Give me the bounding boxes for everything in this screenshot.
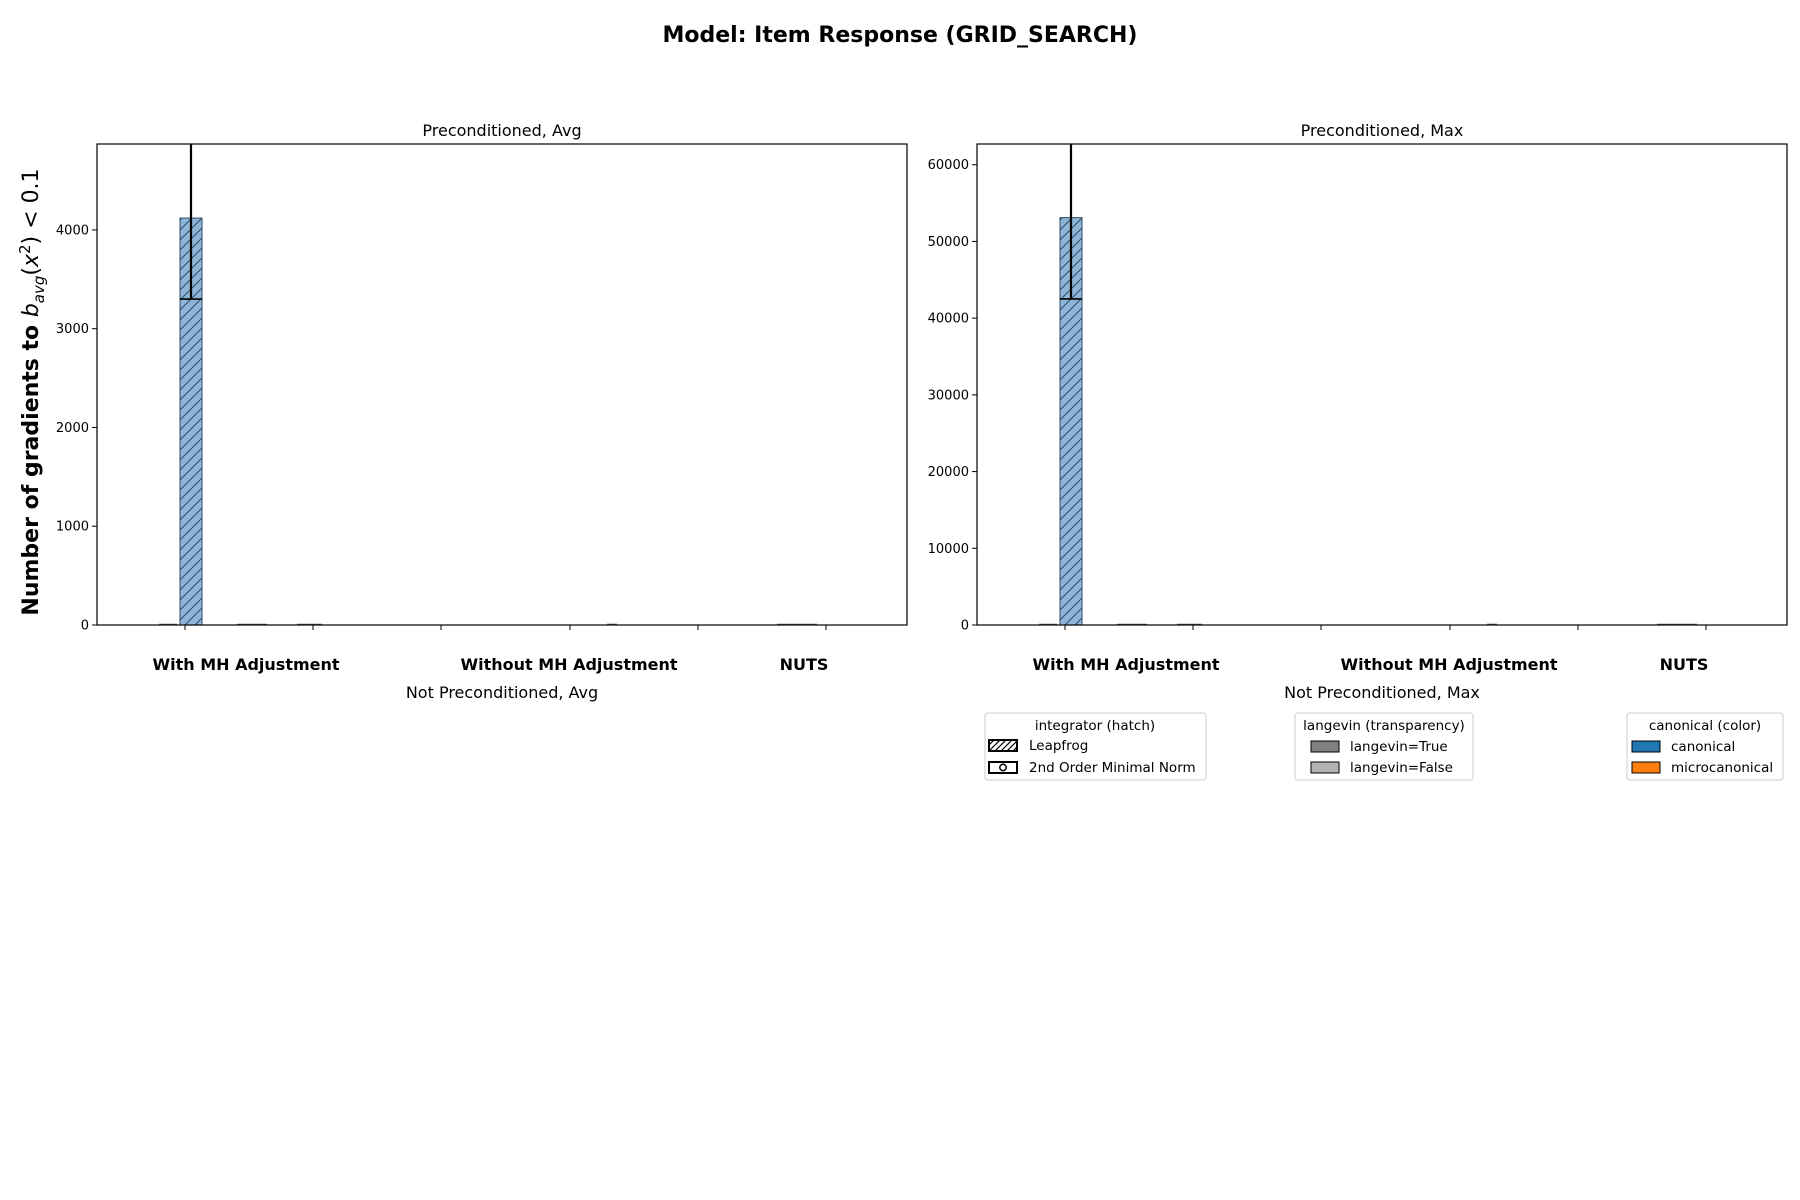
plot-frame — [96, 143, 908, 626]
chart-panel-avg: Preconditioned, Avg 0 1000 2000 3000 4000 Wi… — [56, 121, 908, 702]
bar-hatch — [1060, 217, 1082, 625]
chart-panel-max: Preconditioned, Max 0 10000 20000 30000 4000… — [928, 121, 1788, 702]
category-label: With MH Adjustment — [152, 655, 339, 674]
legend-swatch-microcanonical — [1631, 761, 1661, 774]
legend-langevin: langevin (transparency) langevin=True la… — [1294, 712, 1474, 781]
legend-swatch-circles — [988, 761, 1018, 774]
bar-hatch — [180, 218, 202, 625]
y-ticks: 0 10000 20000 30000 40000 50000 60000 — [928, 158, 977, 634]
y-tick-label: 3000 — [56, 322, 89, 337]
y-tick-label: 50000 — [928, 235, 969, 250]
x-ticks — [184, 625, 827, 630]
figure-title: Model: Item Response (GRID_SEARCH) — [663, 23, 1138, 48]
legend-label: canonical — [1671, 739, 1735, 755]
panel-title: Preconditioned, Avg — [422, 121, 581, 140]
category-label: Without MH Adjustment — [1340, 655, 1557, 674]
category-label: NUTS — [1660, 655, 1709, 674]
y-tick-label: 1000 — [56, 520, 89, 535]
category-label: With MH Adjustment — [1032, 655, 1219, 674]
legend-canonical: canonical (color) canonical microcanonic… — [1626, 712, 1784, 781]
legend-swatch-langevin-true — [1310, 740, 1340, 753]
y-ticks: 0 1000 2000 3000 4000 — [56, 223, 97, 634]
bars-layer — [1039, 144, 1697, 626]
y-axis-label: Number of gradients to bavg(x2) < 0.1 — [16, 168, 48, 615]
y-tick-label: 40000 — [928, 312, 969, 327]
y-tick-label: 0 — [961, 619, 969, 634]
legend-label: Leapfrog — [1029, 738, 1088, 754]
legend-label: langevin=False — [1350, 760, 1453, 776]
y-tick-label: 4000 — [56, 223, 89, 238]
y-tick-label: 20000 — [928, 465, 969, 480]
legend-title: integrator (hatch) — [1035, 718, 1155, 734]
y-tick-label: 60000 — [928, 158, 969, 173]
legend-title: canonical (color) — [1649, 718, 1761, 734]
legend-swatch-hatch — [988, 739, 1018, 752]
legend-title: langevin (transparency) — [1303, 718, 1465, 734]
category-label: Without MH Adjustment — [460, 655, 677, 674]
legend-label: langevin=True — [1350, 739, 1448, 755]
y-tick-label: 0 — [81, 619, 89, 634]
x-ticks — [1064, 625, 1707, 630]
legend-swatch-canonical — [1631, 740, 1661, 753]
x-axis-label: Not Preconditioned, Avg — [406, 683, 598, 702]
category-label: NUTS — [780, 655, 829, 674]
x-axis-label: Not Preconditioned, Max — [1284, 683, 1480, 702]
y-tick-label: 10000 — [928, 542, 969, 557]
bars-layer — [159, 144, 817, 626]
legend-integrator: integrator (hatch) Leapfrog 2nd Order Mi… — [984, 712, 1207, 781]
legend-label: microcanonical — [1671, 760, 1773, 776]
plot-frame — [976, 143, 1788, 626]
y-tick-label: 2000 — [56, 421, 89, 436]
legend-swatch-langevin-false — [1310, 761, 1340, 774]
panel-title: Preconditioned, Max — [1301, 121, 1464, 140]
legend-label: 2nd Order Minimal Norm — [1029, 760, 1196, 776]
y-tick-label: 30000 — [928, 388, 969, 403]
